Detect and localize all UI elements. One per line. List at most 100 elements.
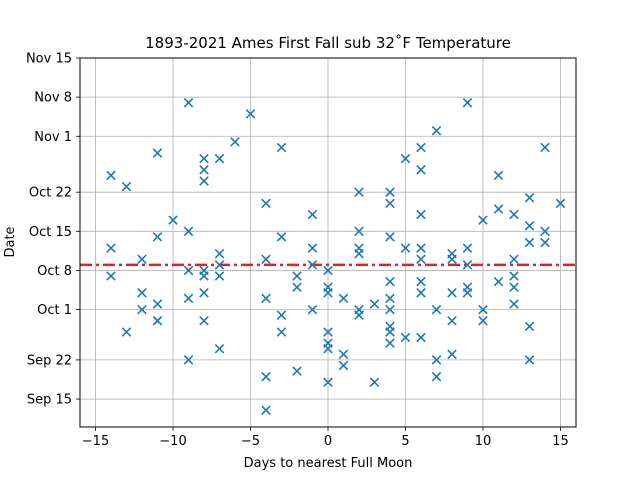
data-point-marker [509, 209, 519, 220]
data-point-marker [137, 288, 147, 298]
data-point-marker [478, 304, 488, 315]
x-tick-label: 15 [552, 434, 569, 449]
y-axis-label: Date [3, 226, 18, 257]
data-point-marker [106, 271, 116, 281]
y-tick-label: Nov 1 [34, 130, 72, 145]
data-point-marker [338, 360, 349, 371]
data-point-marker [121, 181, 132, 192]
data-point-marker [323, 288, 333, 298]
data-point-marker [447, 254, 457, 265]
data-point-marker [385, 327, 395, 337]
data-point-marker [478, 316, 488, 326]
data-point-marker [524, 355, 535, 365]
y-tick-label: Nov 15 [26, 52, 72, 67]
data-point-marker [323, 343, 333, 354]
data-point-marker [462, 288, 473, 298]
data-point-marker [400, 153, 411, 164]
y-tick-label: Sep 22 [27, 353, 72, 368]
data-point-marker [509, 282, 519, 292]
data-point-marker [152, 299, 163, 309]
data-point-marker [214, 343, 225, 354]
data-point-marker [276, 232, 287, 242]
data-point-marker [261, 405, 271, 415]
data-point-marker [152, 316, 163, 326]
data-point-marker [199, 165, 209, 175]
data-point-marker [540, 226, 550, 237]
data-point-marker [245, 109, 256, 119]
chart-title: 1893-2021 Ames First Fall sub 32˚F Tempe… [145, 34, 511, 52]
data-point-marker [168, 215, 178, 225]
data-point-marker [462, 97, 473, 108]
data-point-marker [369, 299, 380, 309]
data-point-marker [183, 265, 194, 276]
data-point-marker [540, 237, 550, 248]
y-tick-label: Sep 15 [27, 393, 72, 408]
y-tick-label: Nov 8 [34, 91, 72, 106]
data-point-marker [199, 271, 209, 281]
data-point-marker [261, 254, 271, 265]
data-point-marker [493, 170, 504, 181]
data-point-marker [447, 316, 457, 326]
data-point-marker [431, 355, 442, 365]
data-point-marker [276, 327, 287, 337]
data-point-marker [199, 316, 209, 326]
data-point-marker [416, 332, 426, 343]
data-point-marker [199, 153, 209, 164]
data-point-marker [292, 366, 302, 376]
data-point-marker [106, 170, 116, 181]
data-point-marker [509, 254, 519, 265]
data-point-marker [400, 332, 411, 343]
y-tick-label: Oct 15 [29, 225, 72, 240]
data-point-marker [137, 304, 147, 315]
data-point-marker [416, 276, 426, 287]
data-point-marker [354, 187, 364, 197]
data-point-marker [199, 288, 209, 298]
data-point-marker [261, 293, 271, 304]
y-tick-label: Oct 8 [37, 264, 72, 279]
data-point-marker [307, 209, 318, 220]
data-point-marker [447, 288, 457, 298]
data-point-marker [338, 349, 349, 360]
data-point-marker [385, 338, 395, 348]
data-point-marker [416, 209, 426, 220]
data-point-marker [338, 293, 349, 304]
data-point-marker [462, 243, 473, 253]
data-point-marker [276, 310, 287, 320]
data-point-marker [261, 198, 271, 209]
data-point-marker [183, 97, 194, 108]
data-point-marker [478, 215, 488, 225]
x-tick-label: −5 [241, 434, 260, 449]
data-point-marker [416, 165, 426, 175]
data-point-marker [214, 260, 225, 270]
points-layer [106, 97, 566, 415]
data-point-marker [230, 137, 240, 147]
data-point-marker [307, 260, 318, 270]
grid-layer [80, 57, 576, 427]
data-point-marker [354, 248, 364, 259]
x-tick-label: −10 [159, 434, 186, 449]
data-point-marker [307, 243, 318, 253]
data-point-marker [106, 243, 116, 253]
x-tick-label: 10 [475, 434, 492, 449]
data-point-marker [369, 377, 380, 388]
x-tick-label: 5 [401, 434, 409, 449]
data-point-marker [524, 220, 535, 231]
data-point-marker [292, 282, 302, 292]
data-point-marker [431, 125, 442, 136]
data-point-marker [509, 271, 519, 281]
data-point-marker [214, 248, 225, 259]
data-point-marker [493, 276, 504, 287]
data-point-marker [183, 355, 194, 365]
x-tick-label: 0 [324, 434, 332, 449]
x-tick-label: −15 [82, 434, 109, 449]
data-point-marker [462, 260, 473, 270]
data-point-marker [385, 187, 395, 197]
data-point-marker [121, 327, 132, 337]
data-point-marker [431, 304, 442, 315]
data-point-marker [524, 193, 535, 203]
data-point-marker [199, 176, 209, 186]
y-tick-label: Oct 1 [37, 303, 72, 318]
data-point-marker [400, 243, 411, 253]
ticks-layer: −15 −10 −5 0 5 10 15 Sep 15 Sep 22 Oct 1 Oct 8 Oct … [26, 52, 569, 450]
